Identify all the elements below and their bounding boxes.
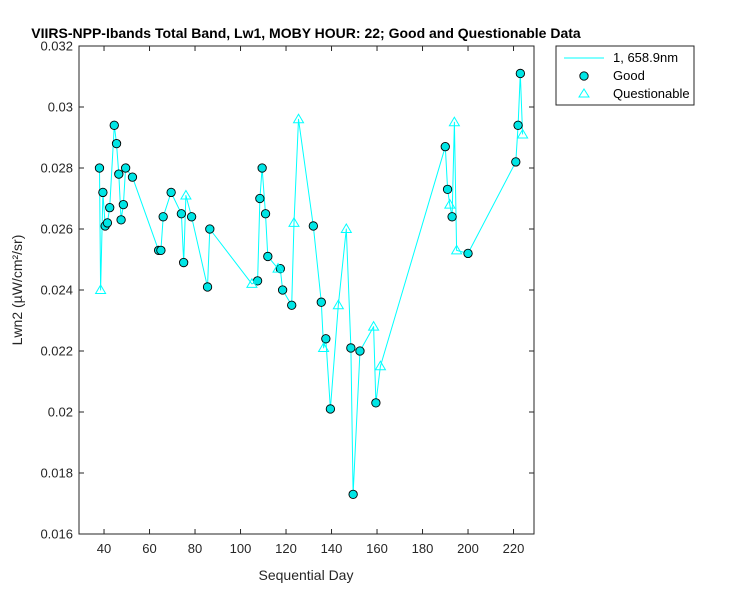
legend-box (555, 45, 695, 106)
y-tick-label: 0.024 (40, 283, 73, 298)
good-data-point (463, 248, 473, 259)
questionable-data-point (272, 262, 284, 273)
series-marker-layer (94, 68, 529, 499)
questionable-data-point (374, 360, 387, 371)
questionable-data-point (180, 189, 192, 200)
x-tick-label: 200 (457, 541, 479, 556)
questionable-data-point (443, 198, 456, 209)
good-data-point (263, 251, 273, 262)
questionable-data-point (340, 223, 353, 233)
good-data-point (287, 300, 297, 310)
x-tick-label: 120 (275, 541, 297, 556)
x-tick-label: 180 (412, 541, 434, 556)
x-tick-label: 220 (503, 541, 525, 556)
good-data-point (156, 245, 166, 256)
good-data-point (111, 138, 122, 149)
y-tick-label: 0.022 (40, 344, 73, 359)
good-data-point (440, 141, 450, 152)
good-data-point (355, 346, 365, 356)
legend-good-marker (579, 71, 589, 81)
good-data-point (114, 169, 124, 179)
good-data-point (325, 404, 336, 414)
legend-label-good: Good (613, 68, 645, 83)
good-data-point (118, 199, 129, 210)
good-data-point (105, 202, 115, 213)
questionable-data-point (516, 128, 529, 139)
good-data-point (515, 68, 525, 79)
y-tick-label: 0.032 (40, 39, 73, 54)
good-data-point (257, 163, 267, 173)
good-data-point (94, 163, 105, 173)
good-data-point (321, 334, 331, 344)
x-axis-title: Sequential Day (259, 567, 354, 583)
good-data-point (346, 343, 356, 353)
good-data-point (109, 120, 119, 130)
good-data-point (511, 157, 521, 167)
questionable-data-point (448, 116, 461, 127)
good-data-point (158, 212, 168, 222)
good-data-point (348, 489, 358, 499)
good-data-point (120, 163, 131, 173)
y-tick-label: 0.02 (48, 405, 73, 420)
x-tick-label: 160 (366, 541, 388, 556)
y-tick-label: 0.03 (48, 100, 73, 115)
plot-area (78, 45, 535, 535)
good-data-point (308, 221, 318, 231)
x-tick-label: 100 (230, 541, 252, 556)
legend-label-questionable: Questionable (613, 86, 690, 101)
axis-ticks: 40 60 80 100 120 140 160 180 200 220 0.016 0.018 0.0… (40, 39, 534, 556)
good-data-point (260, 209, 271, 219)
questionable-data-point (246, 277, 258, 288)
y-tick-label: 0.016 (40, 527, 73, 542)
questionable-data-point (450, 244, 463, 255)
x-tick-label: 60 (142, 541, 156, 556)
good-data-point (371, 398, 381, 408)
legend: 1, 658.9nm Good Questionable (555, 45, 695, 106)
good-data-point (442, 184, 453, 195)
good-data-point (176, 209, 187, 219)
x-tick-label: 140 (321, 541, 343, 556)
good-data-point (116, 215, 126, 225)
questionable-data-point (367, 320, 380, 331)
good-data-point (513, 120, 523, 130)
legend-questionable-marker (578, 88, 590, 98)
y-tick-label: 0.026 (40, 222, 73, 237)
good-data-point (178, 257, 189, 268)
good-data-point (277, 285, 288, 295)
good-data-point (202, 282, 213, 292)
questionable-data-point (94, 284, 107, 294)
x-tick-label: 80 (188, 541, 202, 556)
x-tick-label: 40 (97, 541, 111, 556)
good-data-point (102, 218, 113, 228)
questionable-data-point (317, 341, 330, 352)
questionable-data-point (292, 113, 305, 124)
questionable-data-point (288, 216, 300, 227)
good-data-point (205, 224, 215, 234)
questionable-data-point (332, 299, 345, 310)
y-tick-label: 0.028 (40, 161, 73, 176)
good-data-point (166, 187, 176, 198)
good-data-point (127, 172, 138, 182)
chart-title: VIIRS-NPP-Ibands Total Band, Lw1, MOBY H… (31, 25, 581, 41)
good-data-point (255, 193, 265, 204)
good-data-point (186, 212, 197, 222)
good-data-point (316, 297, 326, 307)
legend-label-line: 1, 658.9nm (613, 50, 678, 65)
y-tick-label: 0.018 (40, 466, 73, 481)
good-data-point (98, 187, 108, 198)
y-axis-title: Lwn2 (µW/cm²/sr) (9, 235, 25, 346)
good-data-point (447, 212, 457, 222)
